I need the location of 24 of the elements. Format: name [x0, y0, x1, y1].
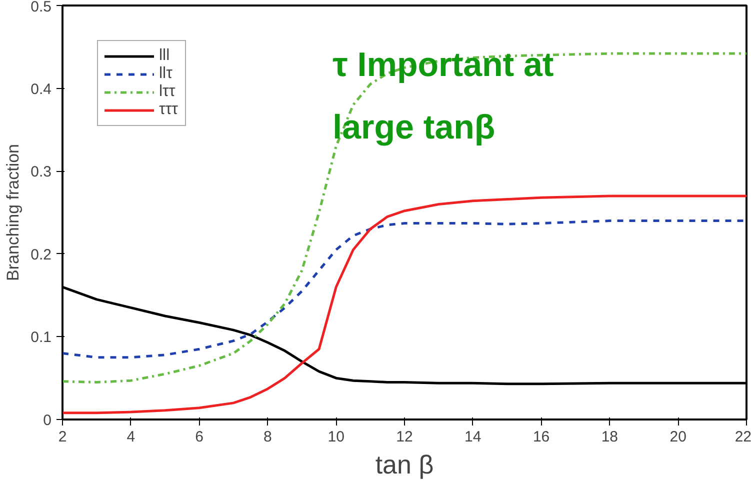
x-tick-label: 12: [396, 428, 413, 446]
legend-label: lll: [159, 47, 171, 65]
legend-label: lττ: [159, 83, 176, 101]
y-tick-label: 0: [43, 412, 52, 429]
x-tick-label: 18: [601, 428, 618, 446]
y-axis-title: Branching fraction: [4, 144, 23, 282]
x-tick-label: 20: [670, 428, 686, 446]
y-tick-label: 0.5: [30, 0, 52, 16]
x-axis-title: tan β: [375, 450, 434, 480]
y-tick-label: 0.4: [30, 80, 52, 98]
legend-label: τττ: [159, 101, 179, 119]
y-tick-label: 0.1: [30, 329, 52, 346]
x-tick-label: 22: [734, 428, 751, 446]
x-tick-label: 6: [195, 428, 204, 446]
x-tick-label: 10: [328, 428, 344, 446]
line-series: [62, 194, 746, 414]
x-tick-label: 2: [58, 428, 67, 446]
x-tick-label: 8: [264, 428, 272, 446]
y-tick-label: 0.2: [30, 246, 52, 264]
y-tick-label: 0.3: [30, 164, 52, 181]
x-tick-label: 14: [464, 428, 482, 446]
x-tick-label: 16: [532, 428, 550, 446]
legend-label: llτ: [159, 65, 174, 83]
x-tick-label: 4: [126, 428, 136, 446]
